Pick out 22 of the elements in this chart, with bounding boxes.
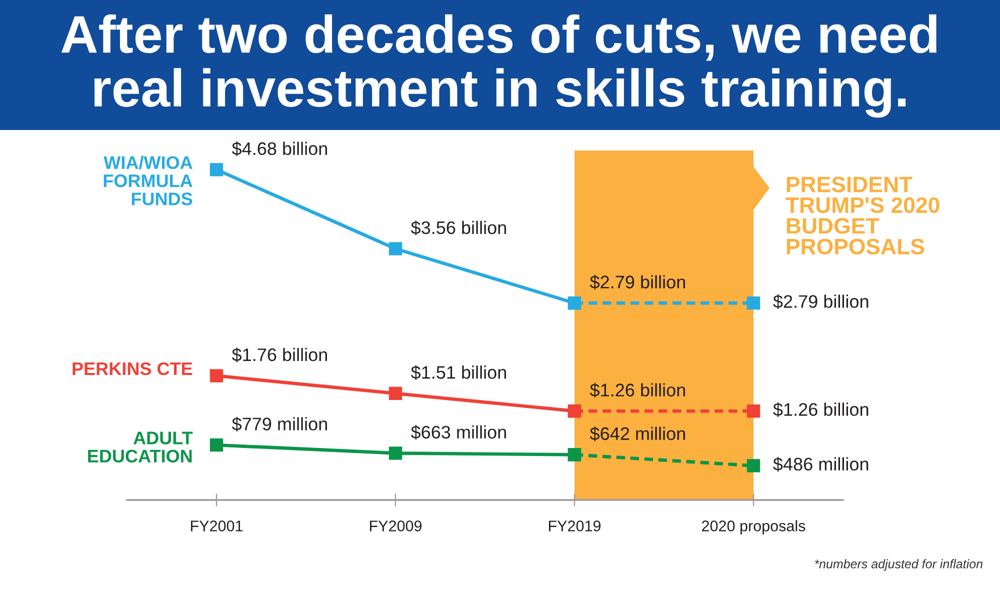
data-label: $486 million: [773, 457, 868, 472]
data-label: $663 million: [410, 425, 506, 440]
data-label: $2.79 billion: [590, 274, 685, 290]
chart-title: After two decades of cuts, we need real investment in skills training.: [61, 14, 936, 118]
data-label: $642 million: [590, 426, 685, 442]
series-label: PERKINS CTE: [72, 362, 192, 376]
data-label: $3.56 billion: [410, 220, 506, 236]
data-label: $1.26 billion: [590, 382, 685, 398]
x-tick-label: FY2009: [370, 520, 422, 532]
series-label: ADULT EDUCATION: [88, 432, 193, 463]
series-label: WIA/WIOA FORMULA FUNDS: [104, 156, 192, 206]
text: *numbers adjusted for inflation: [814, 559, 982, 571]
x-tick-label: 2020 proposals: [702, 520, 806, 534]
data-label: $1.26 billion: [773, 402, 868, 417]
data-label: $779 million: [232, 416, 327, 432]
band-label: PRESIDENT TRUMP'S 2020 BUDGET PROPOSALS: [786, 176, 940, 254]
data-label: $1.76 billion: [232, 348, 327, 362]
x-tick-label: FY2019: [549, 520, 601, 532]
data-label: $2.79 billion: [773, 294, 868, 309]
data-label: $4.68 billion: [232, 142, 327, 156]
x-tick-label: FY2001: [191, 520, 243, 532]
data-label: $1.51 billion: [410, 365, 506, 380]
